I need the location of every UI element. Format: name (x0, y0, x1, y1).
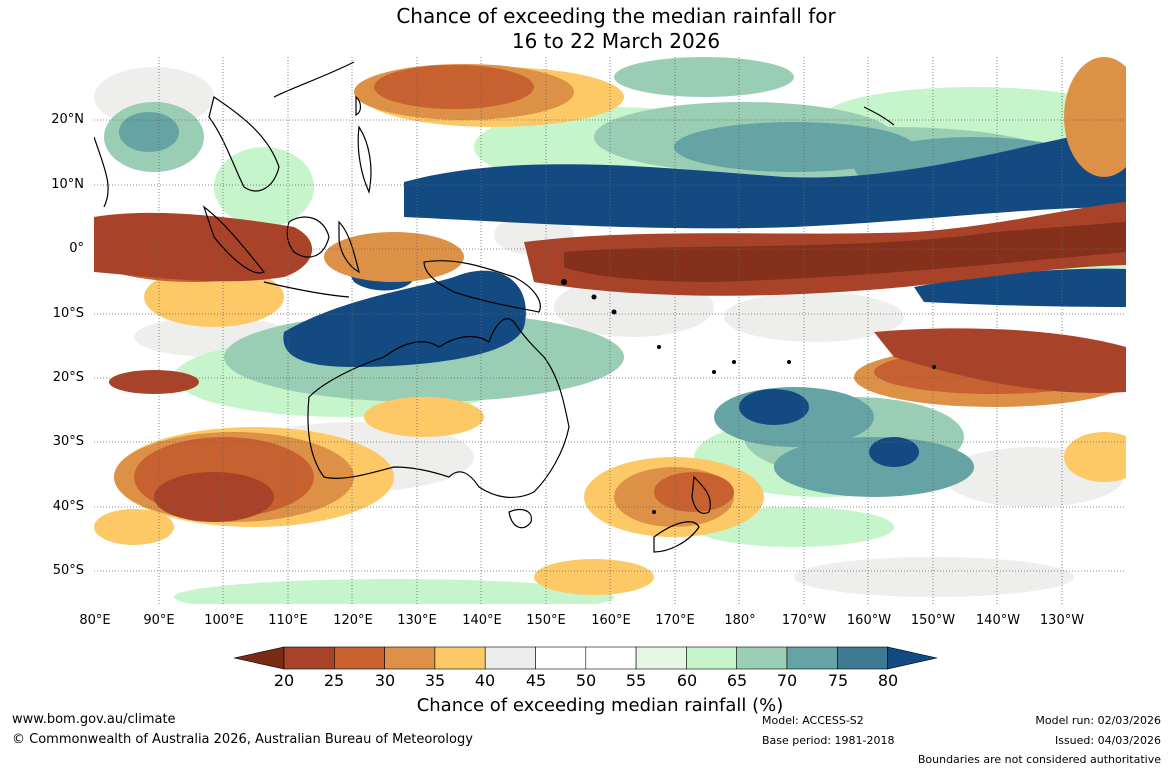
boundaries-disclaimer: Boundaries are not considered authoritat… (917, 753, 1161, 766)
colorbar-above-80 (887, 646, 938, 670)
colorbar-tick-55: 55 (625, 671, 647, 690)
lon-label-150e: 150°E (526, 613, 566, 628)
sumatra-coastline (202, 205, 265, 274)
colorbar-below-20 (233, 646, 285, 670)
colorbar-tick-30: 30 (374, 671, 396, 690)
lon-label-170w: 170°W (781, 613, 827, 628)
australia-coastline (307, 318, 570, 499)
coastlines (94, 61, 895, 553)
map-title-line2: 16 to 22 March 2026 (511, 29, 721, 53)
colorbar-tick-45: 45 (525, 671, 547, 690)
website-link[interactable]: www.bom.gov.au/climate (12, 712, 176, 727)
lon-label-130w: 130°W (1039, 613, 1085, 628)
taiwan-coastline (355, 95, 362, 116)
lon-label-180: 180° (724, 613, 756, 628)
lat-label-20n: 20°N (51, 112, 84, 127)
colorbar-bin-55-60 (635, 646, 687, 670)
colorbar-tick-25: 25 (323, 671, 345, 690)
lat-label-40s: 40°S (52, 499, 84, 514)
india-coastline (94, 136, 109, 208)
colorbar-tick-35: 35 (424, 671, 446, 690)
java-coastline (263, 281, 350, 298)
china-coastline (273, 61, 355, 98)
lon-label-120e: 120°E (333, 613, 373, 628)
colorbar-bin-45-50 (535, 646, 587, 670)
lat-label-20s: 20°S (52, 370, 84, 385)
colorbar-bin-20-25 (283, 646, 335, 670)
colorbar-bin-35-40 (434, 646, 486, 670)
colorbar-title: Chance of exceeding median rainfall (%) (416, 695, 784, 716)
issued-date: Issued: 04/03/2026 (1054, 734, 1161, 747)
colorbar-bin-60-65 (686, 646, 737, 670)
colorbar-tick-20: 20 (273, 671, 295, 690)
base-period: Base period: 1981-2018 (762, 734, 895, 747)
borneo-coastline (286, 216, 330, 258)
colorbar-bin-40-45 (484, 646, 536, 670)
lon-label-150w: 150°W (910, 613, 956, 628)
colorbar-tick-40: 40 (474, 671, 496, 690)
pacific-islands (561, 279, 936, 514)
map-canvas (94, 57, 1126, 604)
lat-label-10s: 10°S (52, 306, 84, 321)
philippines-coastline (357, 125, 372, 194)
tasmania-coastline (508, 508, 532, 529)
colorbar-bin-30-35 (384, 646, 436, 670)
new-guinea-coastline (423, 260, 541, 313)
lon-label-110e: 110°E (268, 613, 308, 628)
lon-label-160w: 160°W (846, 613, 892, 628)
lon-label-170e: 170°E (655, 613, 695, 628)
map-title: Chance of exceeding the median rainfall … (0, 4, 1173, 54)
extreme-dry-core (564, 222, 1126, 282)
colorbar-bin-25-30 (334, 646, 385, 670)
colorbar-bin-70-75 (786, 646, 838, 670)
colorbar-bin-65-70 (736, 646, 788, 670)
new-zealand-coastline (653, 475, 711, 553)
sulawesi-coastline (338, 220, 360, 274)
colorbar-tick-50: 50 (575, 671, 597, 690)
copyright-text: © Commonwealth of Australia 2026, Austra… (12, 732, 473, 747)
lat-label-50s: 50°S (52, 563, 84, 578)
rainfall-probability-map (94, 57, 1126, 604)
colorbar-bin-50-55 (585, 646, 637, 670)
lon-label-100e: 100°E (204, 613, 244, 628)
colorbar-tick-80: 80 (877, 671, 899, 690)
model-run-date: Model run: 02/03/2026 (1035, 714, 1161, 727)
colorbar-tick-70: 70 (776, 671, 798, 690)
lon-label-160e: 160°E (591, 613, 631, 628)
lon-label-80e: 80°E (79, 613, 111, 628)
lon-label-140w: 140°W (975, 613, 1021, 628)
hawaii-coastline (863, 106, 895, 126)
colorbar-tick-75: 75 (827, 671, 849, 690)
lat-label-0: 0° (69, 241, 84, 256)
lat-label-30s: 30°S (52, 434, 84, 449)
lon-label-90e: 90°E (143, 613, 175, 628)
colorbar-tick-60: 60 (676, 671, 698, 690)
colorbar-bin-75-80 (836, 646, 888, 670)
lon-label-130e: 130°E (397, 613, 437, 628)
colorbar-tick-65: 65 (726, 671, 748, 690)
map-title-line1: Chance of exceeding the median rainfall … (396, 4, 836, 28)
indochina-coastline (208, 96, 280, 192)
model-name: Model: ACCESS-S2 (762, 714, 864, 727)
lat-lon-grid (94, 57, 1126, 604)
colorbar (233, 646, 938, 670)
lat-label-10n: 10°N (51, 177, 84, 192)
lon-label-140e: 140°E (462, 613, 502, 628)
